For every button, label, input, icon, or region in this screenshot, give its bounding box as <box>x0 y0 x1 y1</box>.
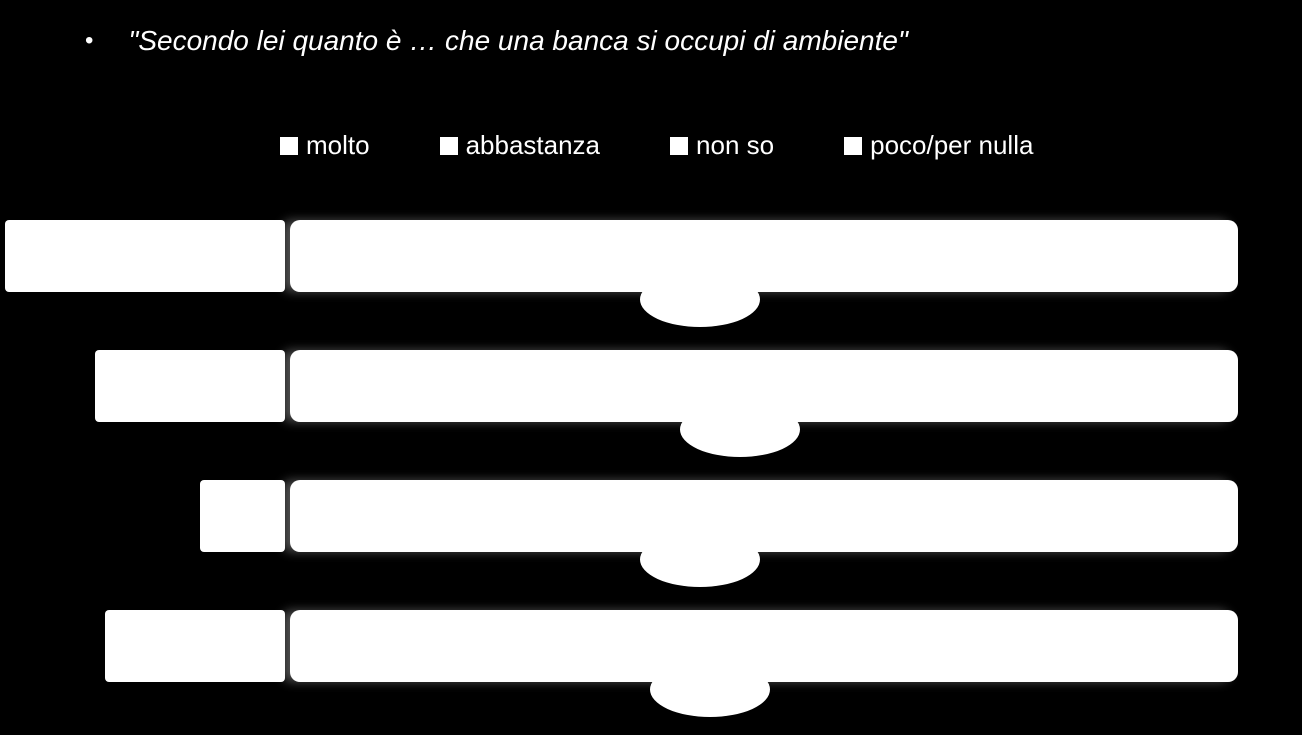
bar-row <box>0 210 1302 340</box>
bar-bump <box>640 272 760 327</box>
legend-label: non so <box>696 130 774 161</box>
legend-swatch-icon <box>844 137 862 155</box>
legend-item-abbastanza: abbastanza <box>440 130 600 161</box>
category-box <box>200 480 285 552</box>
bar-row <box>0 600 1302 730</box>
bar-row <box>0 340 1302 470</box>
stacked-bar <box>290 480 1238 552</box>
legend-swatch-icon <box>440 137 458 155</box>
bar-row <box>0 470 1302 600</box>
bar-bump <box>650 662 770 717</box>
legend-item-poco: poco/per nulla <box>844 130 1033 161</box>
legend-item-nonso: non so <box>670 130 774 161</box>
legend-label: abbastanza <box>466 130 600 161</box>
legend-item-molto: molto <box>280 130 370 161</box>
category-box <box>105 610 285 682</box>
legend: molto abbastanza non so poco/per nulla <box>280 130 1033 161</box>
category-box <box>95 350 285 422</box>
legend-label: poco/per nulla <box>870 130 1033 161</box>
stacked-bar <box>290 610 1238 682</box>
category-box <box>5 220 285 292</box>
title-row: • "Secondo lei quanto è … che una banca … <box>85 25 908 57</box>
chart-area <box>0 210 1302 730</box>
legend-swatch-icon <box>280 137 298 155</box>
stacked-bar <box>290 220 1238 292</box>
bar-bump <box>640 532 760 587</box>
bar-bump <box>680 402 800 457</box>
bullet-icon: • <box>85 27 93 55</box>
legend-label: molto <box>306 130 370 161</box>
legend-swatch-icon <box>670 137 688 155</box>
chart-title: "Secondo lei quanto è … che una banca si… <box>128 25 908 57</box>
